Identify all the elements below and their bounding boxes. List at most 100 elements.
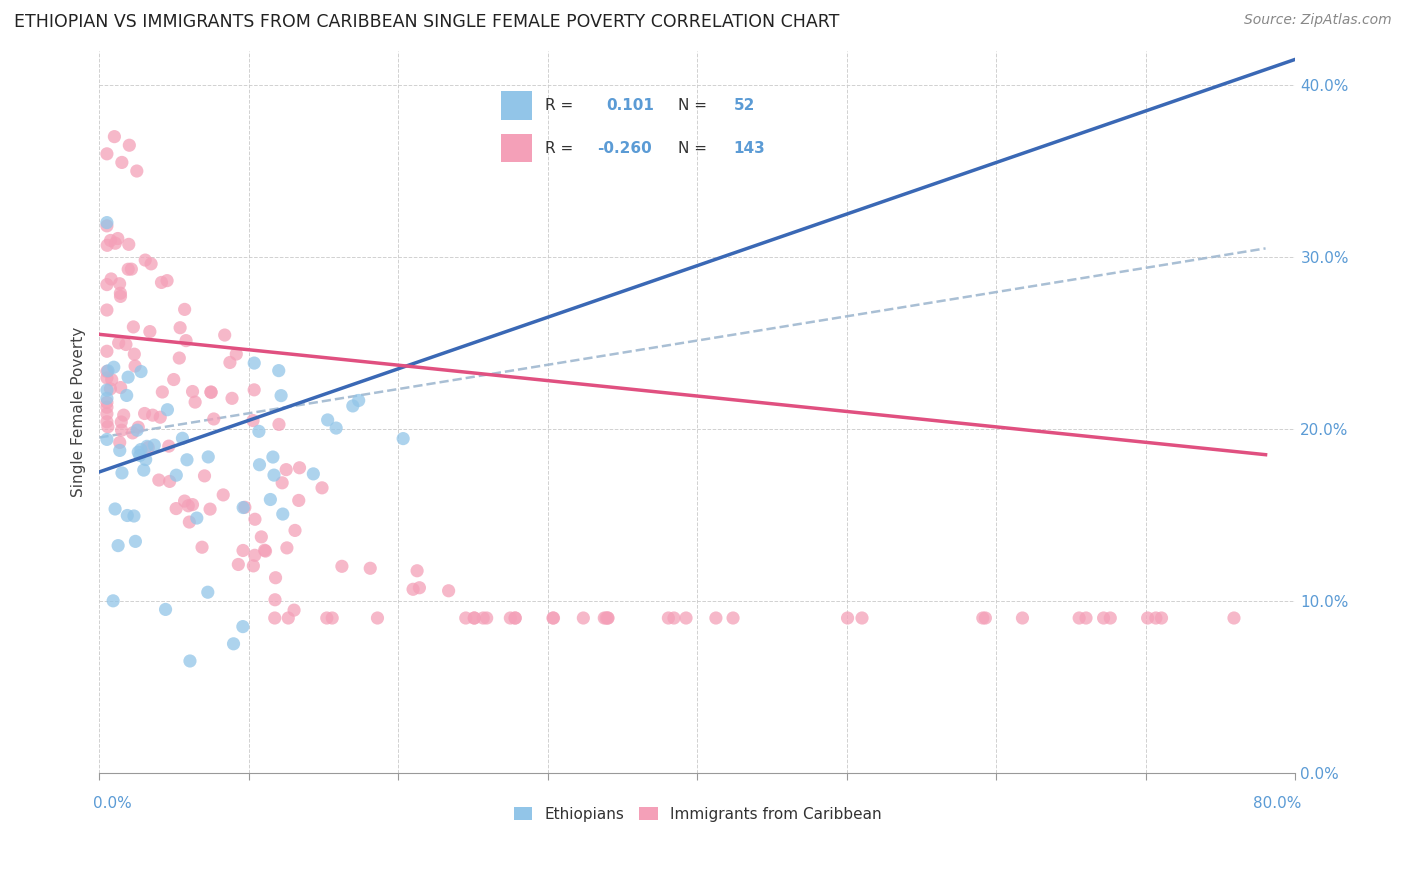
Point: [129, 442, 152, 457]
Text: Source: ZipAtlas.com: Source: ZipAtlas.com: [1244, 13, 1392, 28]
Point: [243, 512, 266, 526]
Point: [118, 237, 141, 252]
Point: [127, 423, 149, 437]
Point: [165, 501, 187, 516]
Point: [228, 558, 250, 572]
Point: [100, 234, 122, 248]
Point: [139, 325, 162, 339]
Point: [165, 468, 187, 483]
Point: [96, 364, 118, 378]
Point: [150, 276, 173, 290]
Point: [721, 611, 744, 625]
Point: [157, 439, 180, 453]
FancyBboxPatch shape: [502, 91, 533, 120]
Point: [221, 392, 243, 406]
Point: [135, 452, 157, 467]
Point: [250, 530, 273, 544]
Point: [276, 463, 298, 477]
Point: [342, 399, 364, 413]
Point: [499, 611, 522, 625]
Point: [96, 303, 118, 318]
Point: [150, 384, 173, 399]
Point: [974, 611, 997, 625]
Point: [595, 611, 617, 625]
Text: 0.0%: 0.0%: [93, 796, 132, 811]
Point: [704, 611, 727, 625]
Text: -0.260: -0.260: [598, 141, 652, 155]
Point: [232, 619, 254, 633]
Point: [103, 360, 125, 375]
Point: [264, 592, 287, 607]
Point: [163, 372, 186, 386]
Point: [851, 611, 873, 625]
Point: [96, 433, 118, 447]
Point: [129, 365, 152, 379]
Point: [121, 425, 143, 440]
Point: [96, 392, 118, 406]
Point: [100, 382, 122, 396]
Point: [117, 262, 139, 277]
Point: [505, 611, 527, 625]
Point: [172, 431, 194, 445]
Point: [96, 383, 118, 397]
Point: [110, 380, 132, 394]
Point: [96, 407, 118, 421]
Point: [408, 581, 430, 595]
Point: [1144, 611, 1167, 625]
Point: [249, 458, 271, 472]
Point: [359, 561, 381, 575]
Point: [503, 611, 526, 625]
Point: [596, 611, 619, 625]
Point: [111, 155, 134, 169]
Text: R =: R =: [544, 98, 572, 112]
Point: [219, 355, 242, 369]
Point: [173, 302, 195, 317]
Text: N =: N =: [678, 98, 707, 112]
Point: [212, 488, 235, 502]
Text: R =: R =: [544, 141, 572, 155]
Point: [142, 408, 165, 422]
Point: [127, 445, 149, 459]
Point: [136, 439, 159, 453]
Legend: Ethiopians, Immigrants from Caribbean: Ethiopians, Immigrants from Caribbean: [509, 802, 886, 827]
Point: [247, 425, 270, 439]
Point: [96, 277, 118, 292]
Point: [837, 611, 859, 625]
Point: [283, 603, 305, 617]
Point: [110, 286, 132, 301]
Point: [232, 543, 254, 558]
Point: [264, 571, 287, 585]
Point: [115, 388, 138, 402]
Point: [107, 231, 129, 245]
Point: [287, 493, 309, 508]
Point: [110, 289, 132, 303]
Point: [184, 395, 207, 409]
Point: [262, 450, 284, 464]
Point: [242, 558, 264, 573]
Point: [437, 583, 460, 598]
Point: [134, 407, 156, 421]
Point: [96, 219, 118, 233]
Point: [1223, 611, 1246, 625]
Point: [179, 515, 201, 529]
Point: [325, 421, 347, 435]
Point: [132, 463, 155, 477]
Point: [173, 494, 195, 508]
Point: [115, 337, 138, 351]
Point: [200, 385, 222, 400]
Point: [127, 420, 149, 434]
Point: [155, 602, 177, 616]
Point: [225, 347, 247, 361]
Point: [197, 450, 219, 464]
Point: [302, 467, 325, 481]
Point: [463, 611, 485, 625]
Point: [284, 524, 307, 538]
Point: [96, 415, 118, 429]
Point: [1011, 611, 1033, 625]
Text: 80.0%: 80.0%: [1253, 796, 1302, 811]
Point: [263, 611, 285, 625]
Point: [662, 611, 685, 625]
Text: 143: 143: [734, 141, 765, 155]
Point: [276, 541, 298, 555]
Point: [270, 389, 292, 403]
